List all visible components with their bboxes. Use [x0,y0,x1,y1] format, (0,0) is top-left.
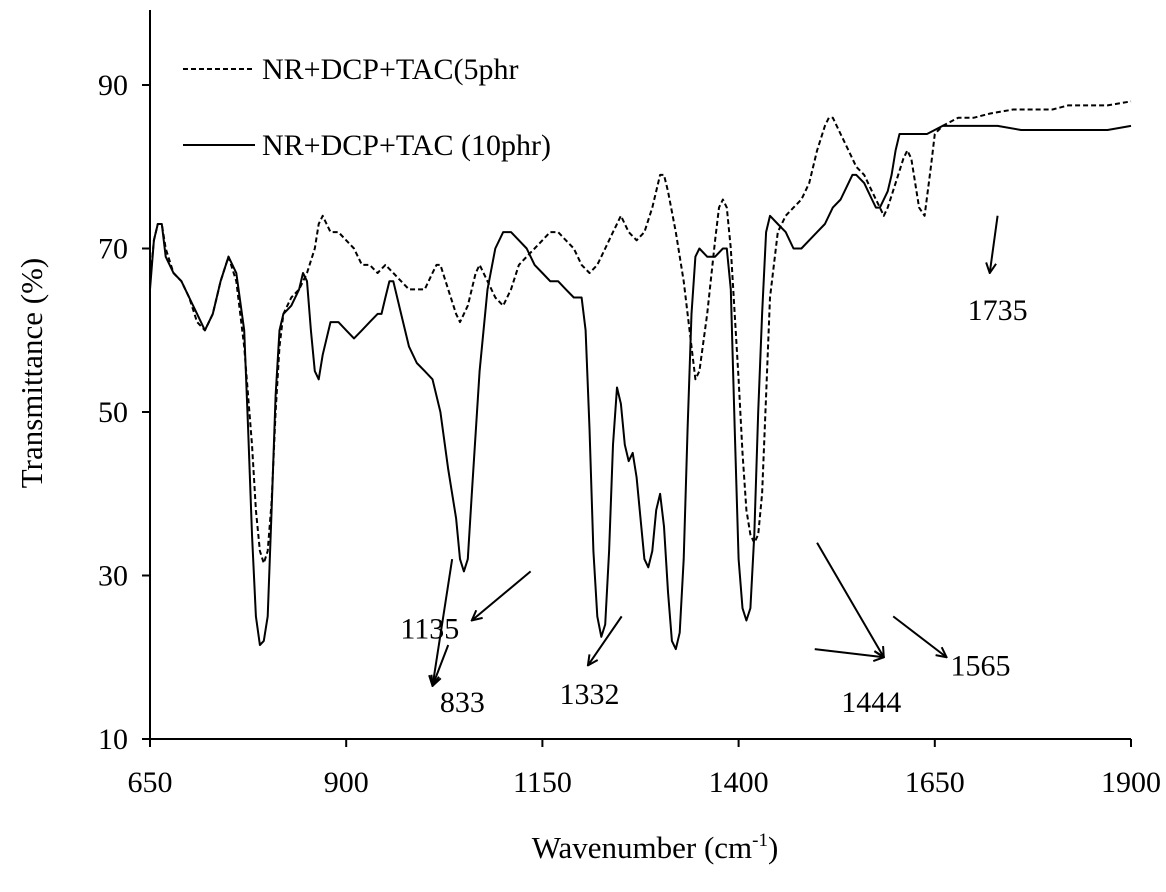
annotation-1444: 1444 [814,542,901,719]
annotation-arrow [472,570,532,620]
x-axis-title: Wavenumber (cm-1) [532,830,779,865]
series-layer [149,100,1132,651]
annotation-layer: 833 1135 1332 1444 1565 1735 [400,215,1028,719]
y-tick-label: 50 [98,396,128,429]
annotation-arrow [433,558,454,686]
x-axis-ticks: 650 900 1150 1400 1650 1900 [128,739,1161,799]
x-axis-title-sup: -1 [752,830,768,851]
x-tick-label: 1400 [709,766,769,799]
y-tick-label: 10 [98,723,128,756]
annotation-arrow [892,615,946,657]
series-line-10phr [149,124,1132,651]
annotation-1735: 1735 [968,215,1028,327]
x-tick-label: 1900 [1101,766,1161,799]
x-tick-label: 1150 [513,766,572,799]
annotation-1565: 1565 [892,615,1010,682]
annotation-833: 833 [433,558,485,719]
plot-frame [149,10,1131,740]
annotation-arrow [588,615,623,665]
annotation-arrow [990,215,999,273]
y-axis-ticks: 10 30 50 70 90 [98,69,150,756]
annotation-label: 1135 [400,613,459,646]
legend: NR+DCP+TAC(5phr NR+DCP+TAC (10phr) [183,53,551,162]
x-tick-label: 900 [324,766,369,799]
annotation-label: 1332 [559,678,619,711]
x-tick-label: 650 [128,766,173,799]
legend-label-10phr: NR+DCP+TAC (10phr) [262,129,551,162]
legend-label-5phr: NR+DCP+TAC(5phr [262,53,518,86]
x-axis-title-main: Wavenumber (cm [532,830,752,865]
annotation-label: 1444 [841,686,901,719]
x-axis-title-end: ) [768,830,778,865]
x-tick-label: 1650 [905,766,965,799]
y-tick-label: 90 [98,69,128,102]
annotation-arrow [814,648,884,657]
y-axis-title: Transmittance (%) [14,258,49,488]
y-tick-label: 70 [98,233,128,266]
annotation-1332: 1332 [559,615,623,711]
annotation-label: 1565 [950,649,1010,682]
annotation-1135: 1135 [400,570,532,646]
annotation-arrow [816,542,884,657]
annotation-label: 1735 [968,294,1028,327]
series-line-5phr [149,100,1132,565]
y-tick-label: 30 [98,560,128,593]
annotation-label: 833 [440,686,485,719]
